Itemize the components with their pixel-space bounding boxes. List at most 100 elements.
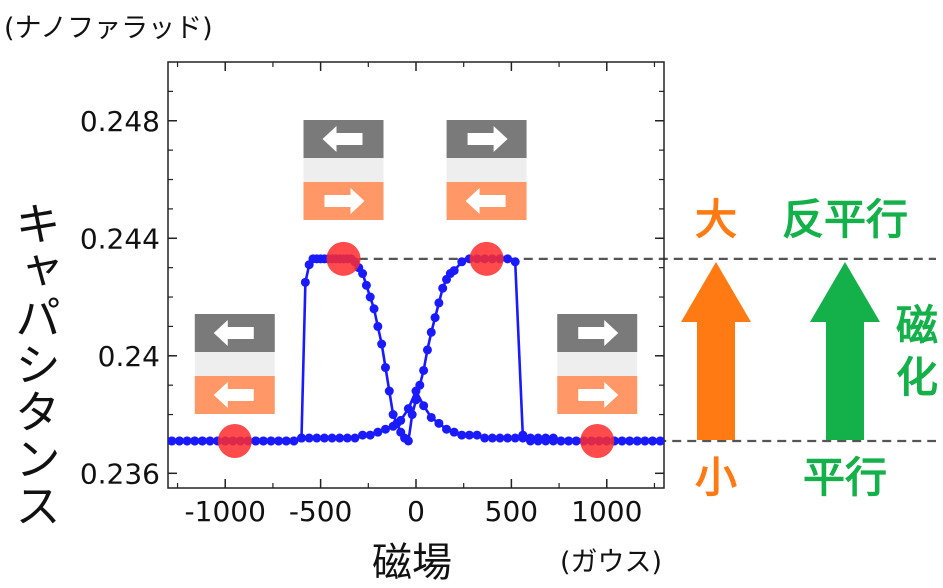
- y-tick-label: 0.24: [98, 340, 160, 373]
- plot-frame: [167, 61, 665, 489]
- state-highlight-marker: [326, 241, 361, 276]
- data-point: [426, 327, 436, 337]
- y-axis-label: キャパシタンス: [8, 200, 62, 529]
- magnetic-layer-stack-icon: [446, 120, 527, 220]
- data-point: [480, 433, 490, 443]
- data-point: [380, 363, 390, 373]
- data-point: [312, 433, 322, 443]
- magnetization-change-arrow-icon: [810, 262, 880, 440]
- data-point: [258, 436, 268, 446]
- data-point: [632, 436, 642, 446]
- data-point: [648, 436, 658, 446]
- arrow-left-icon: [213, 382, 254, 408]
- data-point: [342, 433, 352, 443]
- x-tick-label: 0: [407, 495, 425, 528]
- data-point: [190, 436, 200, 446]
- data-point: [525, 436, 535, 446]
- arrow-left-icon: [322, 126, 363, 152]
- data-point: [350, 433, 360, 443]
- data-point: [205, 436, 215, 446]
- label-high-size: 大: [695, 195, 737, 244]
- data-point: [472, 430, 482, 440]
- data-point: [388, 410, 398, 420]
- spacer-layer: [446, 158, 527, 182]
- data-point: [373, 427, 383, 437]
- data-point: [304, 433, 314, 443]
- arrow-right-icon: [467, 126, 508, 152]
- data-point: [373, 321, 383, 331]
- label-antiparallel: 反平行: [782, 195, 908, 244]
- x-axis-label: 磁場: [372, 540, 452, 586]
- data-point: [266, 436, 276, 446]
- data-point: [419, 401, 429, 411]
- data-point: [358, 430, 368, 440]
- magnetic-layer-stack-icon: [303, 120, 384, 220]
- magnetic-layer-stack-icon: [194, 314, 275, 414]
- arrow-right-icon: [324, 188, 365, 214]
- arrow-right-icon: [578, 320, 619, 346]
- data-point: [426, 412, 436, 422]
- capacitance-increase-arrow-icon: [681, 262, 751, 440]
- y-tick-label: 0.244: [80, 222, 160, 255]
- data-point: [251, 436, 261, 446]
- data-point: [430, 313, 440, 323]
- data-point: [388, 421, 398, 431]
- label-parallel: 平行: [803, 453, 887, 502]
- data-point: [380, 424, 390, 434]
- data-point: [168, 438, 169, 444]
- data-point: [510, 257, 520, 267]
- data-point: [655, 436, 664, 446]
- data-point: [449, 266, 459, 276]
- data-point: [174, 436, 184, 446]
- data-point: [422, 345, 432, 355]
- data-point: [365, 292, 375, 302]
- data-point: [564, 436, 574, 446]
- data-point: [464, 430, 474, 440]
- data-point: [403, 436, 413, 446]
- arrow-left-icon: [213, 320, 254, 346]
- data-point: [449, 427, 459, 437]
- data-point: [503, 433, 513, 443]
- data-point: [411, 386, 421, 396]
- data-point: [197, 436, 207, 446]
- data-point: [617, 436, 627, 446]
- data-point: [335, 433, 345, 443]
- x-tick-label: -1000: [185, 495, 266, 528]
- data-point: [541, 436, 551, 446]
- data-point: [556, 436, 566, 446]
- state-highlight-marker: [580, 423, 615, 458]
- data-point: [457, 430, 467, 440]
- label-magnetization-2: 化: [896, 353, 938, 402]
- data-point: [403, 404, 413, 414]
- data-point: [384, 386, 394, 396]
- data-point: [369, 304, 379, 314]
- data-point: [361, 280, 371, 290]
- x-tick-label: 500: [485, 495, 538, 528]
- data-point: [640, 436, 650, 446]
- data-point: [377, 339, 387, 349]
- data-point: [182, 436, 192, 446]
- x-tick-label: 1000: [571, 495, 642, 528]
- spacer-layer: [303, 158, 384, 182]
- arrow-left-icon: [465, 188, 506, 214]
- data-point: [533, 436, 543, 446]
- data-point: [510, 433, 520, 443]
- data-point: [358, 269, 368, 279]
- data-point: [297, 433, 307, 443]
- data-point: [365, 430, 375, 440]
- label-magnetization-1: 磁: [896, 301, 938, 350]
- data-point: [503, 254, 513, 264]
- data-point: [300, 277, 310, 287]
- data-point: [289, 436, 299, 446]
- data-point: [419, 365, 429, 375]
- data-point: [625, 436, 635, 446]
- data-point: [434, 418, 444, 428]
- data-point: [548, 436, 558, 446]
- label-low-size: 小: [695, 453, 737, 502]
- spacer-layer: [557, 352, 638, 376]
- data-point: [438, 283, 448, 293]
- magnetic-layer-stack-icon: [557, 314, 638, 414]
- state-highlight-marker: [217, 423, 252, 458]
- data-point: [457, 257, 467, 267]
